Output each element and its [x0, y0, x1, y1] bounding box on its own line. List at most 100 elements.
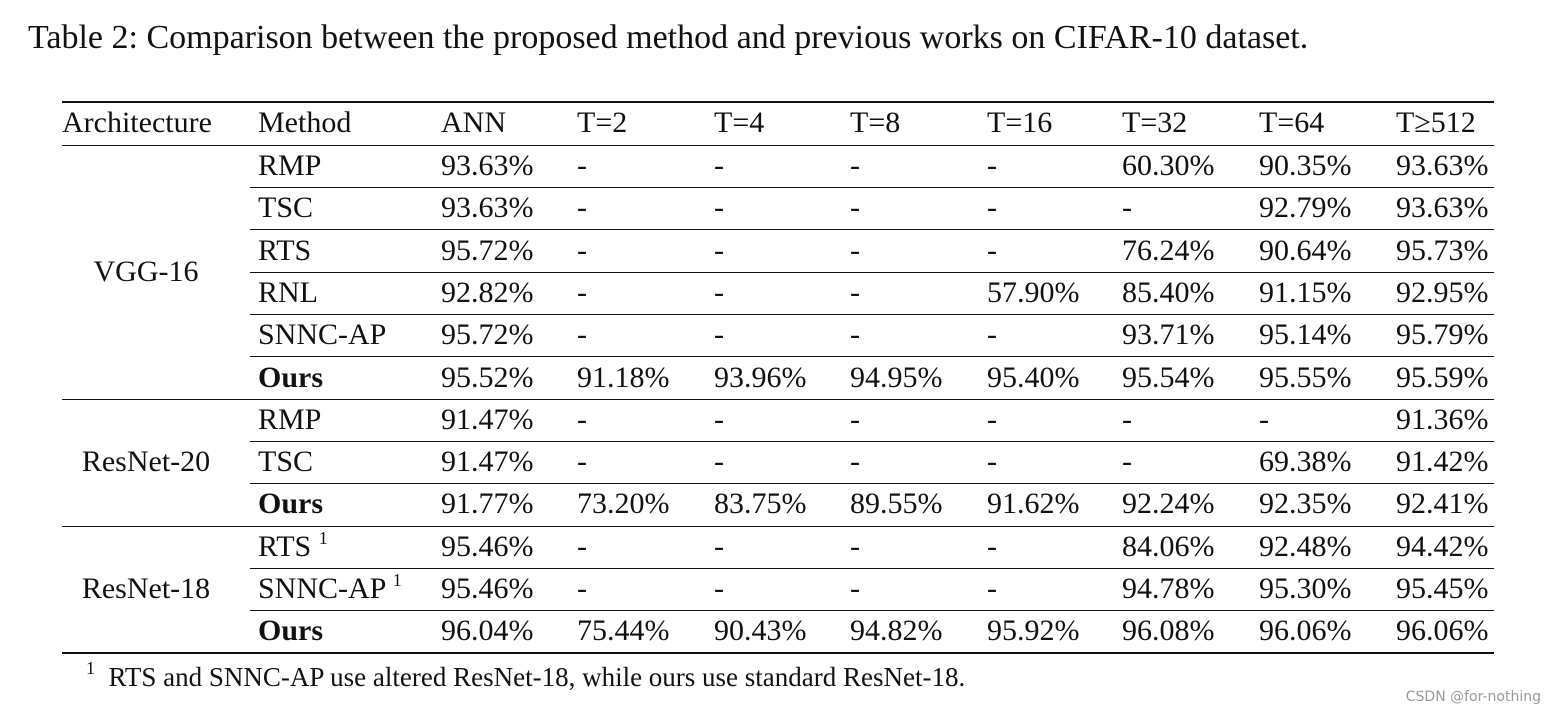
- value-cell: 95.72%: [441, 318, 534, 352]
- value-cell: 92.79%: [1259, 191, 1352, 225]
- method: TSC: [258, 191, 314, 225]
- value-cell: 92.95%: [1396, 275, 1489, 309]
- group-rule: [62, 525, 1494, 527]
- architecture: ResNet-18: [81, 572, 211, 605]
- value-cell: 91.47%: [441, 402, 534, 436]
- method: RMP: [258, 402, 322, 436]
- note-mark: 1: [318, 527, 328, 548]
- value-cell: 95.40%: [987, 360, 1080, 394]
- value-cell: -: [1122, 402, 1132, 436]
- value-cell: -: [577, 445, 587, 479]
- value-cell: -: [1259, 402, 1269, 436]
- value-cell: 75.44%: [577, 614, 670, 648]
- value-cell: 95.46%: [441, 529, 534, 563]
- caption: Table 2: Comparison between the proposed…: [28, 19, 1309, 56]
- header-cell: T=64: [1259, 106, 1325, 139]
- top-rule: [62, 101, 1494, 103]
- value-cell: 94.95%: [850, 360, 943, 394]
- value-cell: -: [577, 149, 587, 182]
- value-cell: -: [850, 402, 860, 436]
- row-rule: [250, 187, 1494, 189]
- value-cell: 95.55%: [1259, 360, 1352, 394]
- value-cell: 91.42%: [1396, 445, 1489, 479]
- value-cell: -: [714, 318, 724, 352]
- value-cell: -: [714, 529, 724, 563]
- method-cell: RMP: [258, 403, 321, 437]
- value-cell: 91.62%: [987, 487, 1080, 521]
- value-cell: -: [714, 191, 724, 225]
- method: RTS: [258, 233, 312, 267]
- value-cell: 93.96%: [714, 360, 807, 394]
- header-cell: T=16: [987, 106, 1053, 139]
- value-cell: 95.52%: [441, 360, 534, 394]
- value-cell: 94.78%: [1122, 572, 1215, 605]
- method-cell: TSC: [258, 445, 313, 479]
- method: Ours: [258, 614, 324, 648]
- method: TSC: [258, 445, 314, 479]
- value-cell: -: [714, 402, 724, 436]
- method: Ours: [258, 487, 324, 521]
- header-cell: T≥512: [1396, 106, 1476, 139]
- value-cell: 92.41%: [1396, 487, 1489, 521]
- header-rule: [62, 145, 1494, 146]
- header-cell: T=2: [577, 106, 628, 139]
- value-cell: -: [987, 445, 997, 479]
- watermark: CSDN @for-nothing: [1405, 689, 1541, 705]
- header-cell: Architecture: [62, 106, 212, 139]
- value-cell: -: [987, 318, 997, 352]
- value-cell: 83.75%: [714, 487, 807, 521]
- value-cell: 90.43%: [714, 614, 807, 648]
- value-cell: -: [714, 233, 724, 267]
- value-cell: 91.47%: [441, 445, 534, 479]
- value-cell: 93.63%: [1396, 191, 1489, 225]
- value-cell: -: [987, 191, 997, 225]
- value-cell: 96.04%: [441, 614, 534, 648]
- value-cell: 84.06%: [1122, 529, 1215, 563]
- value-cell: -: [850, 445, 860, 479]
- header-cell: T=32: [1122, 106, 1188, 139]
- method: RNL: [258, 275, 318, 309]
- method: Ours: [258, 360, 324, 394]
- footnote-mark: 1: [86, 658, 95, 678]
- method-cell: SNNC-AP 1: [258, 571, 402, 606]
- value-cell: -: [987, 402, 997, 436]
- row-rule: [250, 610, 1494, 612]
- value-cell: 94.42%: [1396, 529, 1489, 563]
- value-cell: 92.24%: [1122, 487, 1215, 521]
- value-cell: -: [577, 572, 587, 605]
- value-cell: 93.63%: [441, 191, 534, 225]
- value-cell: -: [850, 572, 860, 605]
- group-rule: [62, 652, 1494, 655]
- value-cell: 93.71%: [1122, 318, 1215, 352]
- architecture: VGG-16: [93, 254, 199, 288]
- method-cell: Ours: [258, 361, 323, 395]
- value-cell: 92.48%: [1259, 529, 1352, 563]
- value-cell: -: [577, 318, 587, 352]
- header-cell: T=4: [714, 106, 765, 139]
- method-cell: Ours: [258, 614, 323, 648]
- footnote-text: RTS and SNNC-AP use altered ResNet-18, w…: [108, 662, 966, 692]
- row-rule: [250, 314, 1494, 316]
- value-cell: -: [987, 529, 997, 563]
- value-cell: 95.59%: [1396, 360, 1489, 394]
- header-cell: Method: [258, 106, 352, 139]
- value-cell: -: [850, 149, 860, 182]
- value-cell: -: [850, 191, 860, 225]
- value-cell: 95.54%: [1122, 360, 1215, 394]
- value-cell: 95.14%: [1259, 318, 1352, 352]
- method: RTS: [258, 529, 312, 563]
- value-cell: 57.90%: [987, 275, 1080, 309]
- value-cell: 95.46%: [441, 572, 534, 605]
- header-cell: ANN: [441, 106, 506, 139]
- row-rule: [250, 356, 1494, 358]
- value-cell: -: [850, 275, 860, 309]
- value-cell: -: [987, 149, 997, 182]
- value-cell: 91.15%: [1259, 275, 1352, 309]
- value-cell: 95.72%: [441, 233, 534, 267]
- value-cell: -: [577, 529, 587, 563]
- value-cell: -: [577, 233, 587, 267]
- method-cell: RTS: [258, 234, 311, 268]
- value-cell: 89.55%: [850, 487, 943, 521]
- footnote: 1 RTS and SNNC-AP use altered ResNet-18,…: [86, 658, 966, 694]
- method-cell: RMP: [258, 149, 321, 183]
